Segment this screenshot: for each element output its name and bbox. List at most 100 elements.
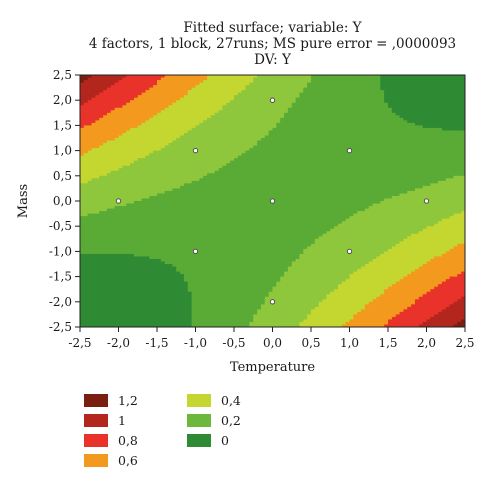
contour-cell (230, 269, 235, 273)
contour-cell (191, 125, 197, 129)
contour-cell (199, 148, 204, 152)
contour-cell (168, 183, 173, 187)
contour-cell (118, 183, 123, 187)
contour-cell (214, 271, 220, 275)
contour-cell (172, 145, 177, 149)
contour-cell (268, 256, 274, 260)
contour-cell (203, 135, 208, 139)
contour-cell (103, 75, 108, 79)
contour-cell (260, 299, 266, 303)
contour-cell (187, 248, 193, 252)
contour-cell (257, 150, 262, 154)
contour-cell (264, 170, 270, 174)
contour-cell (164, 97, 170, 101)
contour-cell (268, 294, 274, 298)
contour-cell (95, 195, 100, 200)
contour-cell (180, 160, 185, 164)
contour-cell (210, 253, 216, 258)
contour-cell (172, 238, 177, 242)
contour-cell (99, 276, 104, 280)
contour-cell (214, 269, 220, 273)
contour-cell (141, 274, 147, 278)
contour-cell (180, 251, 185, 255)
contour-cell (230, 95, 235, 99)
contour-cell (237, 155, 243, 159)
contour-cell (199, 115, 204, 119)
contour-cell (91, 140, 96, 144)
contour-cell (118, 203, 123, 207)
contour-cell (268, 271, 274, 275)
contour-cell (180, 110, 185, 114)
contour-cell (126, 170, 131, 174)
contour-cell (207, 294, 212, 298)
contour-cell (226, 213, 231, 217)
contour-cell (168, 127, 173, 132)
contour-cell (260, 301, 266, 305)
contour-cell (145, 201, 150, 205)
contour-cell (130, 253, 135, 258)
contour-cell (168, 195, 173, 200)
contour-cell (106, 236, 112, 240)
contour-cell (214, 221, 220, 225)
contour-cell (95, 231, 100, 235)
contour-cell (141, 122, 147, 126)
contour-cell (172, 203, 177, 207)
contour-cell (122, 281, 127, 285)
contour-cell (237, 188, 243, 192)
contour-cell (130, 138, 135, 142)
contour-cell (222, 223, 227, 227)
contour-cell (207, 170, 212, 174)
contour-cell (172, 143, 177, 147)
contour-cell (118, 276, 123, 280)
contour-cell (160, 284, 166, 288)
contour-cell (226, 233, 231, 237)
contour-cell (118, 201, 123, 205)
contour-cell (114, 248, 120, 252)
contour-cell (133, 130, 139, 134)
contour-cell (199, 216, 204, 220)
contour-cell (218, 238, 224, 242)
contour-cell (226, 221, 231, 225)
contour-cell (172, 92, 177, 96)
contour-cell (207, 143, 212, 147)
contour-cell (237, 274, 243, 278)
contour-cell (207, 138, 212, 142)
contour-cell (183, 284, 189, 288)
contour-cell (87, 95, 93, 99)
contour-cell (257, 173, 262, 177)
contour-cell (80, 276, 85, 280)
contour-cell (103, 203, 108, 207)
contour-cell (237, 286, 243, 290)
contour-cell (141, 279, 147, 283)
contour-cell (218, 208, 224, 212)
contour-cell (249, 284, 254, 288)
contour-cell (234, 238, 239, 242)
contour-cell (214, 213, 220, 217)
contour-cell (126, 266, 131, 270)
contour-cell (214, 311, 220, 315)
contour-cell (110, 112, 116, 116)
contour-cell (180, 208, 185, 212)
contour-cell (141, 291, 147, 295)
contour-cell (99, 201, 104, 205)
contour-cell (91, 148, 96, 152)
contour-cell (260, 306, 266, 310)
contour-cell (199, 231, 204, 235)
contour-cell (249, 132, 254, 137)
contour-cell (114, 150, 120, 154)
contour-cell (203, 213, 208, 217)
contour-cell (264, 266, 270, 270)
contour-cell (106, 122, 112, 126)
contour-cell (241, 271, 247, 275)
contour-cell (172, 195, 177, 200)
contour-cell (103, 216, 108, 220)
contour-cell (245, 173, 250, 177)
contour-cell (118, 314, 123, 318)
contour-cell (80, 195, 85, 200)
contour-cell (187, 183, 193, 187)
contour-cell (122, 115, 127, 119)
contour-cell (95, 178, 100, 182)
contour-cell (257, 309, 262, 313)
contour-cell (183, 75, 189, 79)
contour-cell (257, 158, 262, 162)
